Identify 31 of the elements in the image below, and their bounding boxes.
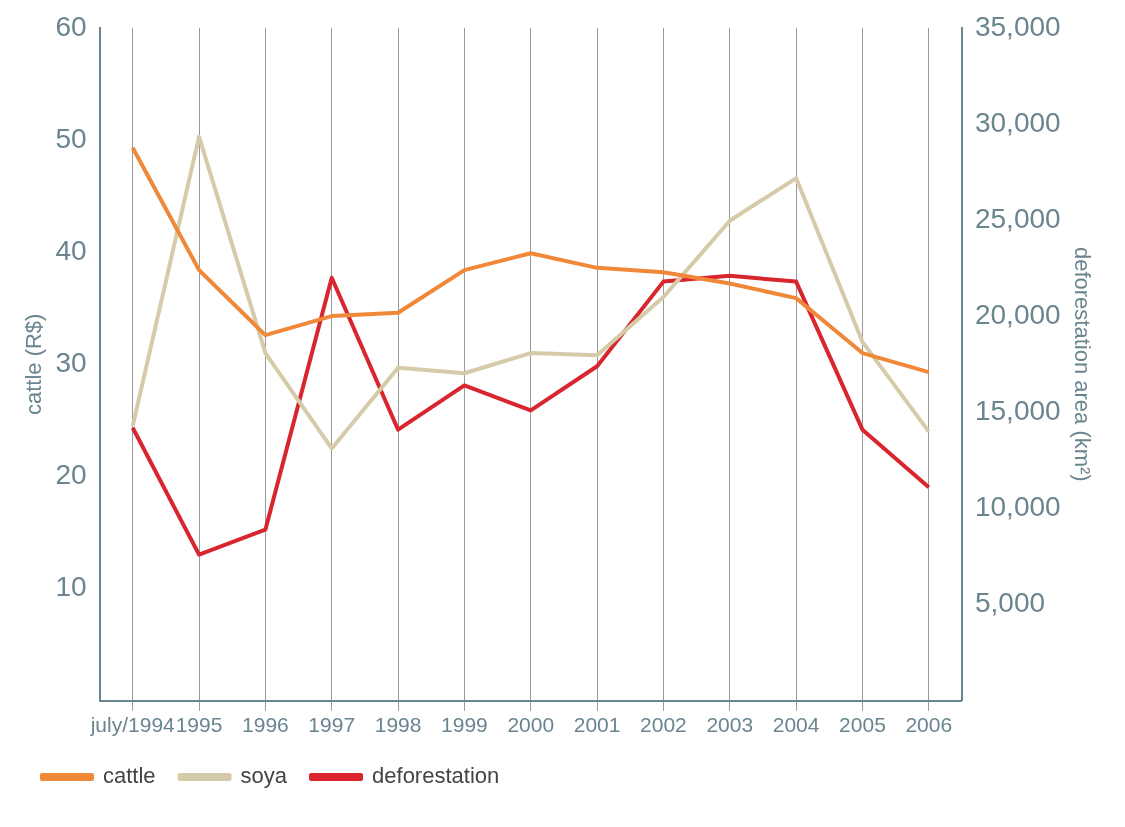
y-tick-label: 20 — [55, 459, 87, 491]
y-tick-label: 60 — [55, 10, 87, 42]
y2-tick-label: 15,000 — [974, 395, 1061, 427]
y2-tick-label: 25,000 — [974, 202, 1061, 234]
y-tick-label: 50 — [55, 122, 87, 154]
x-tick-label: 2003 — [706, 713, 754, 737]
y-tick-label: 40 — [55, 234, 87, 266]
x-tick-label: july/1994 — [89, 713, 176, 737]
y2-tick-label: 5,000 — [974, 587, 1046, 619]
x-tick-label: 2004 — [772, 713, 820, 737]
x-tick-label: 1996 — [242, 713, 289, 737]
x-tick-label: 2006 — [905, 713, 953, 737]
x-tick-label: 1999 — [441, 713, 488, 737]
y2-axis-title: deforestation area (km²) — [1069, 246, 1095, 482]
y2-tick-label: 30,000 — [974, 106, 1061, 138]
y2-tick-label: 10,000 — [974, 491, 1061, 523]
legend-label: soya — [240, 763, 288, 789]
y-tick-label: 10 — [55, 571, 87, 603]
x-tick-label: 2005 — [839, 713, 886, 737]
x-tick-label: 1997 — [308, 713, 356, 737]
x-tick-label: 1998 — [374, 713, 422, 737]
y-tick-label: 30 — [55, 347, 87, 379]
legend-label: cattle — [103, 763, 156, 789]
legend-label: deforestation — [372, 763, 500, 789]
y2-tick-label: 35,000 — [974, 10, 1061, 42]
x-tick-label: 1995 — [175, 713, 223, 737]
x-tick-label: 2002 — [640, 713, 687, 737]
x-tick-label: 2001 — [573, 713, 621, 737]
x-tick-label: 2000 — [507, 713, 555, 737]
y2-tick-label: 20,000 — [974, 298, 1061, 330]
y-axis-title: cattle (R$) — [21, 313, 47, 416]
